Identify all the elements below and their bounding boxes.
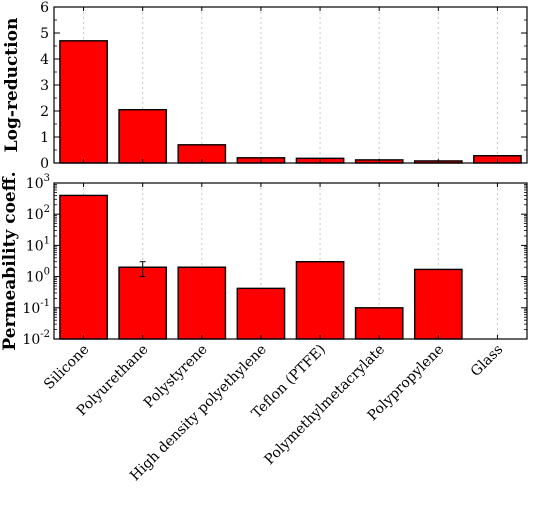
bottom-y-tick-label: 102 <box>26 204 50 223</box>
top-bar <box>118 108 168 164</box>
bottom-bar <box>59 194 108 340</box>
category-label: Polymethylmetacrylate <box>261 342 388 469</box>
bottom-axes-frame <box>53 182 528 340</box>
top-y-tick-label: 3 <box>40 78 49 94</box>
top-y-tick-label: 2 <box>40 104 49 120</box>
top-y-axis-title: Log-reduction <box>2 18 22 153</box>
top-y-tick-label: 0 <box>40 156 49 172</box>
bottom-y-tick-label: 100 <box>26 267 50 286</box>
bottom-y-axis-title: Permeability coeff. <box>0 171 20 350</box>
bottom-y-tick-label: 10-1 <box>22 298 50 317</box>
top-y-tick-label: 4 <box>40 52 49 68</box>
bottom-bar <box>118 266 168 340</box>
category-label: Silicone <box>41 342 92 393</box>
bottom-y-tick-label: 101 <box>26 235 50 254</box>
top-bar <box>59 40 108 164</box>
bottom-bar <box>236 287 286 340</box>
bottom-bar <box>295 261 345 340</box>
top-y-tick-label: 1 <box>40 130 49 146</box>
category-label: Glass <box>468 342 506 380</box>
permeability-chart: 10-2 10-1 100 101 102 103 Permeability coeff. <box>0 171 528 351</box>
bottom-bar <box>354 307 404 340</box>
bottom-y-tick-label: 103 <box>26 173 50 192</box>
bottom-bar <box>177 266 227 340</box>
top-y-tick-label: 5 <box>40 26 49 42</box>
top-y-tick-label: 6 <box>40 0 49 16</box>
bottom-bar <box>413 268 463 340</box>
log-reduction-chart: 0 1 2 3 4 5 6 Log-reduction <box>2 0 528 172</box>
bottom-y-tick-label: 10-2 <box>22 329 50 348</box>
